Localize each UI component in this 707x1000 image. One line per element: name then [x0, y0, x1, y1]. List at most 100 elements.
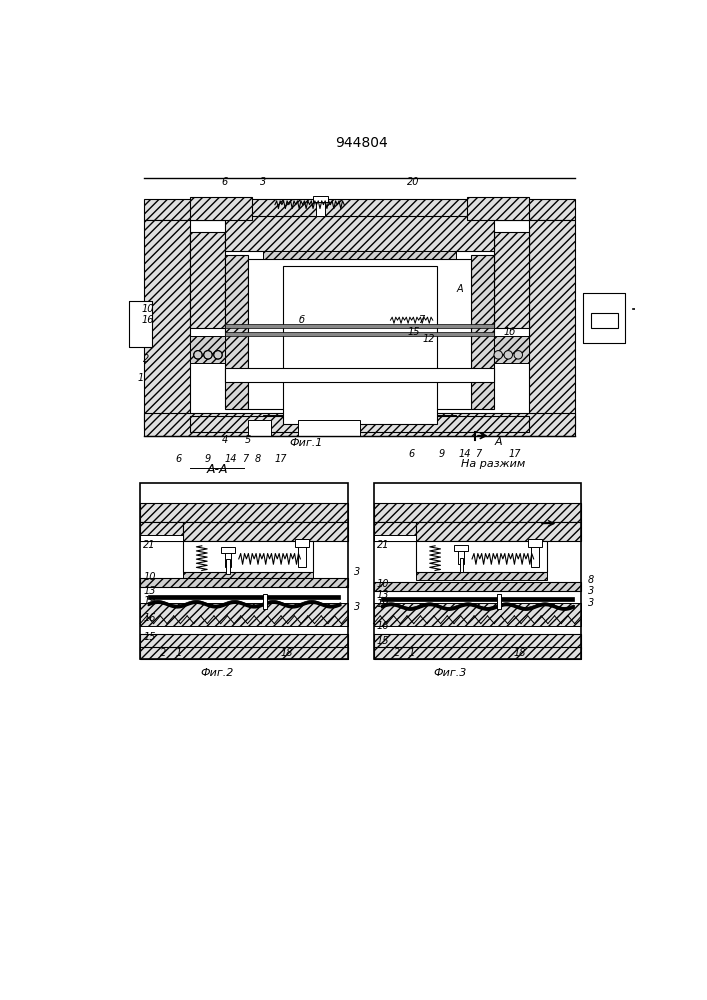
Bar	[452, 368, 494, 382]
Text: 14: 14	[225, 454, 238, 464]
Text: 3: 3	[354, 602, 361, 612]
Text: А: А	[457, 284, 463, 294]
Bar	[417, 415, 456, 424]
Text: 4: 4	[222, 435, 228, 445]
Bar	[225, 255, 248, 409]
Bar	[416, 541, 547, 572]
Text: 8: 8	[588, 575, 594, 585]
Bar	[298, 420, 360, 436]
Bar	[144, 220, 190, 428]
Text: 15: 15	[407, 327, 420, 337]
Text: Фиг.1: Фиг.1	[289, 438, 322, 448]
Text: 3: 3	[354, 567, 361, 577]
Bar	[416, 572, 547, 580]
Bar	[583, 293, 625, 343]
Bar	[140, 603, 348, 626]
Bar	[312, 196, 328, 202]
Bar	[225, 368, 494, 382]
Bar	[190, 416, 529, 432]
Text: 13: 13	[377, 590, 389, 600]
Bar	[182, 522, 348, 541]
Bar	[221, 547, 235, 553]
Text: 21: 21	[144, 540, 156, 550]
Bar	[225, 216, 494, 251]
Text: 10: 10	[141, 304, 154, 314]
Text: 15: 15	[144, 632, 156, 642]
Bar	[497, 594, 501, 609]
Text: 5: 5	[245, 435, 251, 445]
Bar	[373, 582, 581, 591]
Circle shape	[194, 351, 202, 359]
Bar	[225, 332, 494, 336]
Text: 6: 6	[409, 449, 415, 459]
Bar	[140, 647, 348, 659]
Text: 9: 9	[438, 449, 445, 459]
Text: 17: 17	[508, 449, 520, 459]
Bar	[460, 558, 463, 572]
Bar	[190, 197, 252, 220]
Bar	[144, 199, 575, 220]
Text: 1: 1	[175, 648, 182, 658]
Text: 944804: 944804	[336, 136, 388, 150]
Text: Фиг.3: Фиг.3	[434, 668, 467, 678]
Bar	[264, 251, 456, 262]
Text: 14: 14	[458, 449, 471, 459]
Text: 18: 18	[513, 648, 526, 658]
Bar	[140, 578, 348, 587]
Bar	[467, 197, 529, 220]
Text: 9: 9	[205, 454, 211, 464]
Bar	[140, 535, 182, 541]
Text: 16: 16	[377, 621, 389, 631]
Text: 21: 21	[377, 540, 389, 550]
Text: 16: 16	[141, 315, 154, 325]
Text: 19: 19	[144, 596, 156, 606]
Text: б: б	[299, 315, 305, 325]
Text: 3: 3	[260, 177, 267, 187]
Bar	[248, 420, 271, 436]
Bar	[373, 483, 581, 659]
Text: 6: 6	[222, 177, 228, 187]
Circle shape	[214, 351, 222, 359]
Text: 1: 1	[409, 648, 415, 658]
Bar	[140, 522, 182, 541]
Bar	[529, 220, 575, 428]
Text: 3: 3	[588, 586, 594, 596]
Text: 6: 6	[175, 454, 182, 464]
Text: 15: 15	[377, 636, 389, 646]
Bar	[472, 255, 494, 409]
Text: 2: 2	[394, 648, 399, 658]
Text: 2: 2	[160, 648, 166, 658]
Text: 13: 13	[144, 586, 156, 596]
Bar	[190, 232, 225, 328]
Bar	[381, 597, 573, 601]
Bar	[264, 415, 302, 424]
Circle shape	[494, 351, 503, 359]
Bar	[225, 368, 267, 382]
Text: 19: 19	[377, 599, 389, 609]
Bar	[295, 539, 309, 547]
Text: 3: 3	[588, 598, 594, 608]
Bar	[248, 259, 472, 409]
Circle shape	[514, 351, 522, 359]
Text: На разжим: На разжим	[461, 459, 525, 469]
Text: 7: 7	[418, 315, 424, 325]
Bar	[283, 266, 437, 424]
Bar	[148, 595, 340, 599]
Text: 10: 10	[377, 579, 389, 589]
Bar	[225, 324, 494, 328]
Text: Фиг.2: Фиг.2	[201, 668, 234, 678]
Bar	[298, 540, 305, 567]
Bar	[532, 540, 539, 567]
Bar	[140, 483, 348, 659]
Bar	[494, 336, 529, 363]
Bar	[316, 199, 325, 216]
Text: 7: 7	[242, 454, 248, 464]
Bar	[373, 522, 416, 541]
Bar	[458, 547, 464, 564]
Bar	[129, 301, 152, 347]
Bar	[129, 301, 152, 347]
Bar	[373, 634, 581, 649]
Bar	[583, 293, 625, 343]
Bar	[455, 545, 468, 551]
Text: 20: 20	[407, 177, 420, 187]
